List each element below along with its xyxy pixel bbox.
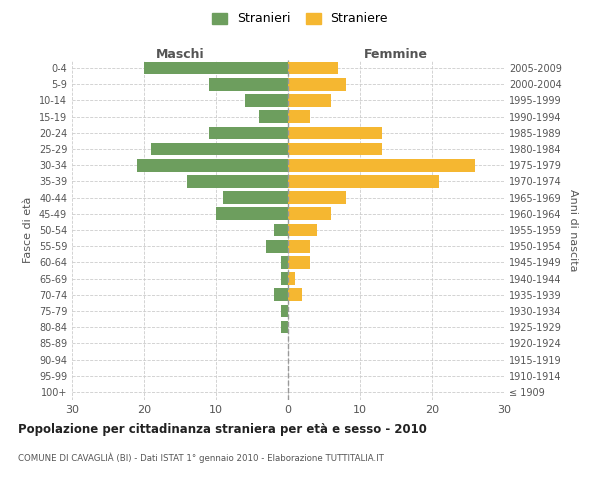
- Bar: [281, 256, 288, 268]
- Y-axis label: Fasce di età: Fasce di età: [23, 197, 33, 263]
- Bar: [288, 78, 346, 90]
- Bar: [288, 175, 439, 188]
- Bar: [288, 256, 310, 268]
- Bar: [266, 240, 288, 252]
- Bar: [288, 94, 331, 107]
- Bar: [288, 272, 295, 285]
- Bar: [281, 272, 288, 285]
- Bar: [223, 192, 288, 204]
- Bar: [209, 126, 288, 139]
- Bar: [288, 126, 382, 139]
- Bar: [151, 142, 288, 156]
- Bar: [187, 175, 288, 188]
- Bar: [259, 110, 288, 123]
- Bar: [288, 288, 302, 301]
- Bar: [288, 192, 346, 204]
- Bar: [288, 224, 317, 236]
- Bar: [144, 62, 288, 74]
- Bar: [209, 78, 288, 90]
- Bar: [245, 94, 288, 107]
- Bar: [274, 288, 288, 301]
- Bar: [216, 208, 288, 220]
- Bar: [288, 62, 338, 74]
- Bar: [288, 208, 331, 220]
- Text: Popolazione per cittadinanza straniera per età e sesso - 2010: Popolazione per cittadinanza straniera p…: [18, 422, 427, 436]
- Bar: [274, 224, 288, 236]
- Y-axis label: Anni di nascita: Anni di nascita: [568, 188, 578, 271]
- Bar: [288, 110, 310, 123]
- Bar: [288, 142, 382, 156]
- Bar: [281, 304, 288, 318]
- Text: Maschi: Maschi: [155, 48, 205, 61]
- Bar: [281, 321, 288, 334]
- Legend: Stranieri, Straniere: Stranieri, Straniere: [208, 8, 392, 29]
- Bar: [288, 159, 475, 172]
- Text: COMUNE DI CAVAGLIÀ (BI) - Dati ISTAT 1° gennaio 2010 - Elaborazione TUTTITALIA.I: COMUNE DI CAVAGLIÀ (BI) - Dati ISTAT 1° …: [18, 452, 384, 463]
- Bar: [288, 240, 310, 252]
- Text: Femmine: Femmine: [364, 48, 428, 61]
- Bar: [137, 159, 288, 172]
